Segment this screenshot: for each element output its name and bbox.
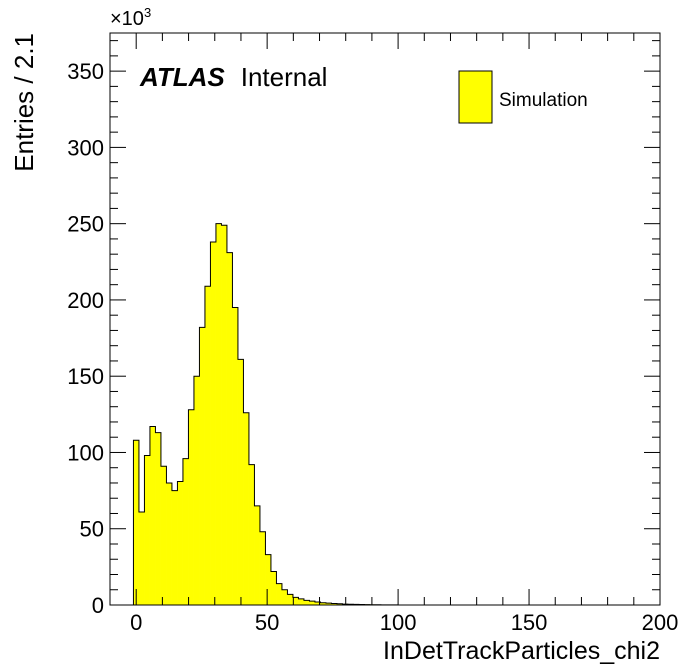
y-exponent-power: 3 xyxy=(144,5,151,20)
histogram-bin xyxy=(298,598,305,606)
x-tick-labels: 0 50 100 150 200 xyxy=(130,610,678,635)
axis-ticks xyxy=(109,33,661,606)
histogram-bin xyxy=(210,241,217,606)
legend: Simulation xyxy=(458,70,588,124)
y-tick-label: 200 xyxy=(67,288,104,313)
histogram-bin xyxy=(182,458,189,606)
histogram-outline xyxy=(132,223,398,606)
x-axis-label: InDetTrackParticles_chi2 xyxy=(383,637,660,665)
histogram-bin xyxy=(281,589,288,606)
y-axis-label: Entries / 2.1 xyxy=(9,33,39,172)
histogram-bin xyxy=(155,432,162,606)
y-tick-label: 250 xyxy=(67,212,104,237)
y-tick-label: 300 xyxy=(67,135,104,160)
histogram-bin xyxy=(248,464,255,606)
histogram-bin xyxy=(204,285,211,606)
atlas-label: ATLAS Internal xyxy=(139,62,327,92)
histogram-bin xyxy=(287,594,294,606)
histogram-bin xyxy=(215,223,222,606)
histogram-bin xyxy=(303,600,310,606)
histogram-bin xyxy=(133,440,140,606)
histogram-bin xyxy=(199,327,206,606)
x-tick-label: 0 xyxy=(130,610,142,635)
x-tick-label: 50 xyxy=(255,610,279,635)
histogram-bin xyxy=(226,252,233,606)
histogram-bin xyxy=(254,505,261,606)
y-tick-label: 350 xyxy=(67,59,104,84)
y-tick-label: 150 xyxy=(67,364,104,389)
histogram-bin xyxy=(171,490,178,606)
x-tick-label: 200 xyxy=(642,610,679,635)
histogram-bin xyxy=(221,224,228,606)
plot-frame xyxy=(109,32,661,606)
histogram-bin xyxy=(188,409,195,606)
atlas-label-bold: ATLAS xyxy=(139,62,225,92)
legend-swatch xyxy=(458,70,493,124)
histogram-bin xyxy=(243,412,250,606)
histogram-bin xyxy=(232,307,239,606)
x-tick-label: 150 xyxy=(511,610,548,635)
histogram-bin xyxy=(237,359,244,606)
y-tick-label: 100 xyxy=(67,440,104,465)
x-tick-label: 100 xyxy=(380,610,417,635)
histogram-bin xyxy=(138,511,145,606)
y-tick-label: 50 xyxy=(80,517,104,542)
atlas-label-status: Internal xyxy=(241,62,328,92)
histogram-bin xyxy=(177,481,184,606)
y-tick-labels: 0 50 100 150 200 250 300 350 xyxy=(67,59,104,618)
histogram-bin xyxy=(309,600,316,606)
histogram-bin xyxy=(160,465,167,606)
histogram-bin xyxy=(270,571,277,606)
histogram-bin xyxy=(259,531,266,606)
histogram-bin xyxy=(193,375,200,606)
histogram-bin xyxy=(276,583,283,606)
histogram-bin xyxy=(144,455,151,606)
y-tick-label: 0 xyxy=(92,593,104,618)
histogram-bin xyxy=(166,482,173,606)
y-exponent-label: ×103 xyxy=(110,5,151,30)
legend-entry-simulation: Simulation xyxy=(499,90,588,111)
histogram-bin xyxy=(149,426,156,606)
histogram-bin xyxy=(265,554,272,606)
